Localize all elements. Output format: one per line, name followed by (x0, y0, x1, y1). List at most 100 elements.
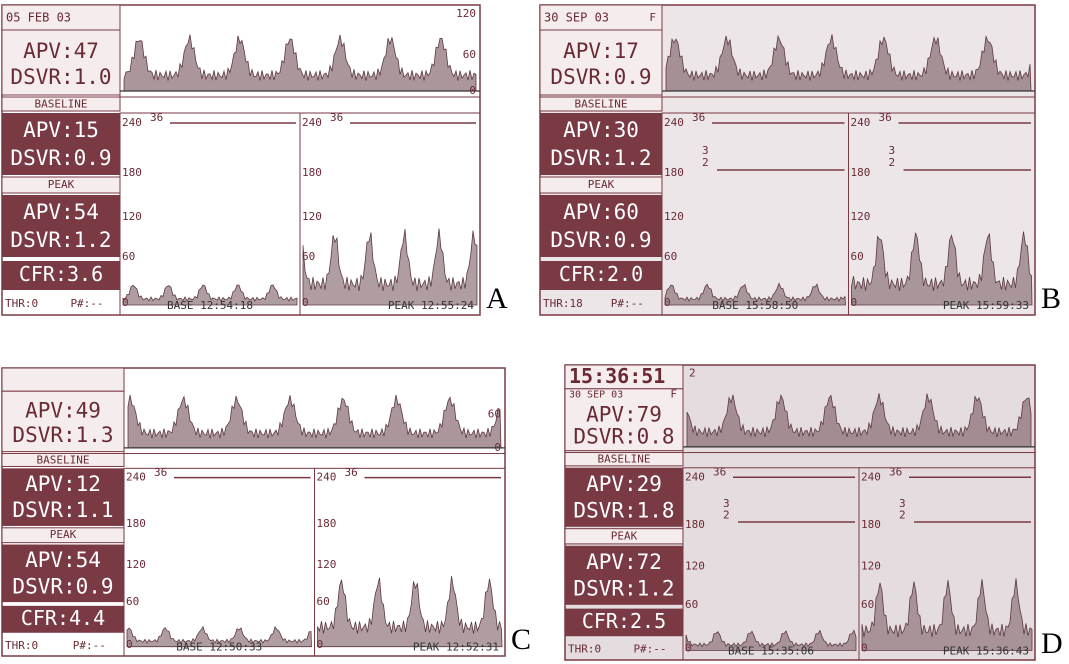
top-scale-label: 0 (494, 441, 501, 454)
top-dsvr: DSVR:1.3 (12, 423, 113, 447)
panel-letter: A (486, 282, 508, 315)
cfr: CFR:3.6 (19, 262, 103, 286)
top-apv: APV:47 (23, 39, 99, 63)
scale-label: 0 (302, 296, 309, 309)
baseline-label-row (564, 452, 684, 467)
flag: F (649, 11, 656, 24)
scale-label: 240 (302, 116, 322, 129)
scale-label: 60 (861, 598, 874, 611)
top-strip (661, 4, 1036, 98)
scale-label: 180 (664, 166, 684, 179)
peak-label: PEAK (50, 528, 77, 541)
scale-label: 180 (122, 166, 142, 179)
doppler-waveform (685, 629, 857, 651)
top-strip (119, 4, 481, 98)
scale-mark: 2 (899, 508, 906, 521)
top-box (1, 29, 121, 96)
baseline-box (540, 113, 662, 175)
scale-label: 60 (122, 250, 135, 263)
baseline-apv: APV:15 (23, 118, 99, 142)
top-dsvr: DSVR:0.8 (573, 424, 674, 448)
scale-label: 240 (664, 116, 684, 129)
date-row (1, 367, 125, 392)
peak-dsvr: DSVR:0.9 (12, 574, 113, 598)
peak-label: PEAK (588, 178, 615, 191)
p-number: P#:-- (73, 639, 106, 652)
top-apv: APV:79 (586, 402, 662, 426)
scale-label: 120 (126, 558, 146, 571)
peak-apv: APV:72 (586, 550, 662, 574)
date: 30 SEP 03 (544, 11, 609, 25)
top-dsvr: DSVR:0.9 (550, 65, 651, 89)
scale-label: 0 (851, 296, 858, 309)
scale-label: 120 (685, 560, 705, 573)
spectral-half (858, 467, 1036, 661)
time-label: BASE 12:50:33 (176, 641, 262, 654)
time-label: BASE 12:54:18 (167, 299, 253, 312)
baseline-label: BASELINE (37, 453, 90, 466)
doppler-waveform (122, 284, 298, 306)
baseline-box (2, 113, 120, 175)
baseline-apv: APV:30 (563, 118, 639, 142)
baseline-dsvr: DSVR:1.8 (573, 499, 674, 523)
spectral-half (314, 467, 506, 657)
doppler-waveform (851, 231, 1033, 306)
top-strip (682, 364, 1036, 454)
scale-mark: 3 (899, 497, 906, 510)
time-label: PEAK 15:36:43 (943, 644, 1029, 657)
top-scale-label: 60 (488, 407, 501, 420)
baseline-label-row (1, 452, 125, 467)
scale-label: 180 (302, 166, 322, 179)
scale-label: 60 (317, 595, 330, 608)
scale-label: 180 (317, 517, 337, 530)
scale-label: 120 (861, 560, 881, 573)
doppler-waveform (317, 576, 503, 648)
time-label: PEAK 15:59:33 (943, 299, 1029, 312)
baseline-dsvr: DSVR:1.1 (12, 498, 113, 522)
panel-letter: D (1041, 627, 1063, 660)
scale-label: 36 (879, 111, 892, 124)
clock-time: 15:36:51 (569, 364, 665, 388)
scale-mark: 3 (723, 497, 730, 510)
peak-box (565, 545, 683, 605)
peak-apv: APV:54 (25, 548, 101, 572)
scale-label: 0 (685, 642, 692, 655)
cfr-box (2, 605, 124, 633)
cfr-box (565, 608, 683, 637)
baseline-label: BASELINE (575, 98, 628, 111)
time-label: BASE 15:58:50 (712, 299, 798, 312)
scale-label: 240 (317, 471, 337, 484)
doppler-waveform (302, 228, 478, 306)
cfr: CFR:2.0 (559, 262, 643, 286)
peak-apv: APV:60 (563, 200, 639, 224)
p-number: P#:-- (70, 297, 103, 310)
scale-label: 36 (150, 111, 163, 124)
panel-letter: C (511, 623, 531, 656)
scale-mark: 2 (723, 508, 730, 521)
scale-label: 240 (685, 470, 705, 483)
scale-label: 0 (664, 296, 671, 309)
peak-dsvr: DSVR:1.2 (10, 228, 111, 252)
scale-label: 0 (861, 642, 868, 655)
scale-label: 60 (685, 598, 698, 611)
scale-label: 36 (345, 466, 358, 479)
scale-label: 120 (851, 210, 871, 223)
peak-dsvr: DSVR:0.9 (550, 228, 651, 252)
scale-label: 60 (302, 250, 315, 263)
doppler-waveform (126, 625, 312, 648)
doppler-waveform (127, 394, 502, 449)
top-box (564, 388, 684, 452)
scale-label: 120 (122, 210, 142, 223)
thr: THR:0 (5, 297, 38, 310)
flag: F (670, 388, 677, 401)
panel-letter: B (1041, 282, 1061, 315)
scale-label: 180 (126, 517, 146, 530)
peak-dsvr: DSVR:1.2 (573, 577, 674, 601)
baseline-apv: APV:29 (586, 472, 662, 496)
top-scale-label: 2 (689, 367, 696, 380)
scale-label: 0 (126, 638, 133, 651)
baseline-label: BASELINE (35, 98, 88, 111)
doppler-waveform (123, 34, 477, 92)
doppler-waveform (861, 578, 1033, 651)
